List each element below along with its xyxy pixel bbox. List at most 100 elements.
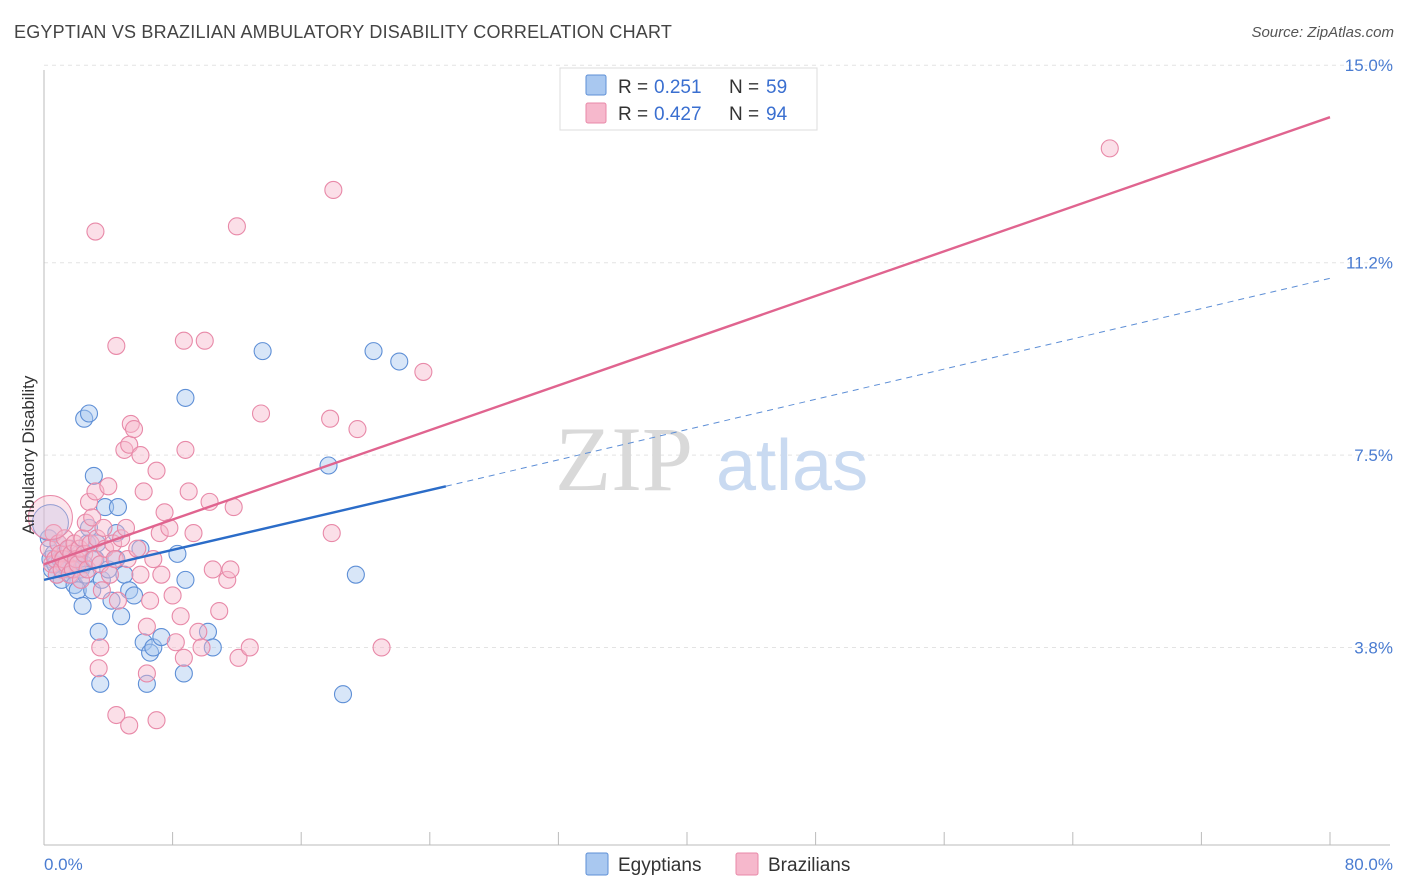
egyptians-point: [89, 622, 108, 641]
egyptians-point: [79, 404, 99, 423]
egyptians-trend-line: [43, 485, 447, 582]
brazilians-point: [221, 560, 240, 579]
brazilians-cluster-point: [27, 494, 73, 540]
correlation-legend: R = 0.251 N = 59 R = 0.427 N = 94: [559, 67, 818, 131]
brazilians-point: [100, 565, 119, 584]
series-legend-swatch-egyptians: [585, 852, 609, 876]
brazilians-point: [121, 414, 140, 433]
watermark-atlas: atlas: [716, 426, 868, 506]
brazilians-point: [195, 331, 214, 350]
brazilians-point: [229, 648, 248, 667]
brazilians-point: [115, 440, 134, 459]
brazilians-point: [124, 420, 144, 439]
brazilians-point: [92, 581, 111, 600]
brazilians-point: [210, 602, 229, 621]
series-legend-label-brazilians: Brazilians: [768, 855, 850, 876]
brazilians-points: [27, 139, 1119, 735]
egyptians-point: [176, 388, 195, 407]
legend-n-label-brazilians: N =: [729, 104, 759, 125]
y-tick-label: 15.0%: [1345, 56, 1393, 75]
egyptians-point: [346, 565, 365, 584]
egyptians-point: [390, 352, 409, 371]
egyptians-point: [364, 342, 383, 361]
series-legend-label-egyptians: Egyptians: [618, 855, 701, 876]
egyptians-point: [134, 633, 153, 652]
brazilians-point: [147, 711, 166, 730]
x-tick-label-max: 80.0%: [1345, 855, 1393, 874]
brazilians-point: [107, 705, 126, 725]
egyptians-point: [108, 498, 127, 517]
egyptians-point: [120, 581, 139, 600]
brazilians-point: [155, 503, 174, 522]
watermark-zip: ZIP: [555, 408, 693, 510]
brazilians-point: [128, 539, 147, 558]
legend-n-value-egyptians: 59: [766, 77, 787, 98]
egyptians-point: [253, 342, 272, 361]
brazilians-point: [131, 446, 150, 465]
series-legend: Egyptians Brazilians: [585, 852, 850, 876]
brazilians-point: [179, 482, 198, 501]
egyptians-trend-extension: [445, 277, 1331, 487]
brazilians-point: [134, 482, 153, 501]
brazilians-point: [107, 336, 126, 355]
brazilians-point: [94, 518, 113, 537]
brazilians-point: [321, 409, 340, 428]
brazilians-point: [414, 362, 433, 381]
legend-n-value-brazilians: 94: [766, 104, 788, 125]
egyptians-point: [176, 570, 195, 589]
brazilians-point: [251, 404, 271, 423]
brazilians-point: [44, 524, 63, 543]
brazilians-point: [89, 659, 108, 678]
legend-r-value-egyptians: 0.251: [654, 77, 702, 98]
y-tick-label: 7.5%: [1354, 446, 1393, 465]
series-legend-swatch-brazilians: [735, 852, 759, 876]
brazilians-point: [79, 492, 99, 511]
chart-source: Source: ZipAtlas.com: [1251, 24, 1394, 41]
brazilians-point: [141, 591, 160, 610]
y-tick-label: 3.8%: [1354, 638, 1393, 657]
brazilians-point: [171, 607, 190, 626]
legend-r-label-egyptians: R =: [618, 77, 648, 98]
brazilians-point: [147, 461, 166, 480]
brazilians-point: [137, 617, 156, 636]
brazilians-point: [372, 638, 391, 657]
brazilians-point: [91, 638, 110, 657]
egyptians-points: [31, 342, 409, 704]
brazilians-point: [108, 591, 127, 610]
legend-r-value-brazilians: 0.427: [654, 104, 702, 125]
egyptians-point: [141, 643, 160, 662]
egyptians-point: [152, 628, 171, 647]
chart-title: EGYPTIAN VS BRAZILIAN AMBULATORY DISABIL…: [14, 22, 673, 42]
brazilians-point: [176, 440, 195, 459]
x-axis-ticks: [172, 832, 1331, 845]
brazilians-point: [160, 518, 179, 537]
brazilians-point: [203, 560, 222, 579]
egyptians-point: [75, 409, 94, 428]
brazilians-point: [348, 420, 367, 439]
y-axis-label: Ambulatory Disability: [19, 375, 38, 534]
legend-swatch-brazilians: [585, 102, 607, 124]
brazilians-point: [324, 180, 343, 200]
brazilians-point: [1100, 139, 1119, 158]
egyptians-point: [124, 586, 144, 605]
brazilians-point: [227, 217, 246, 236]
legend-swatch-egyptians: [585, 74, 607, 96]
brazilians-point: [163, 586, 182, 605]
legend-n-label-egyptians: N =: [729, 77, 759, 98]
y-tick-label: 11.2%: [1346, 254, 1393, 273]
brazilians-point: [322, 524, 341, 543]
brazilians-point: [174, 648, 193, 667]
egyptians-point: [84, 466, 103, 485]
brazilians-point: [192, 638, 211, 657]
brazilians-point: [166, 633, 185, 652]
brazilians-point: [83, 508, 102, 527]
x-tick-label-min: 0.0%: [44, 855, 83, 874]
egyptians-point: [174, 664, 193, 683]
y-tick-labels: 3.8% 7.5% 11.2% 15.0%: [1345, 56, 1393, 657]
egyptians-point: [112, 607, 131, 626]
egyptians-point: [73, 596, 92, 615]
brazilians-point: [174, 331, 193, 350]
legend-r-label-brazilians: R =: [618, 104, 648, 125]
brazilians-point: [189, 622, 208, 641]
brazilians-point: [120, 716, 139, 735]
